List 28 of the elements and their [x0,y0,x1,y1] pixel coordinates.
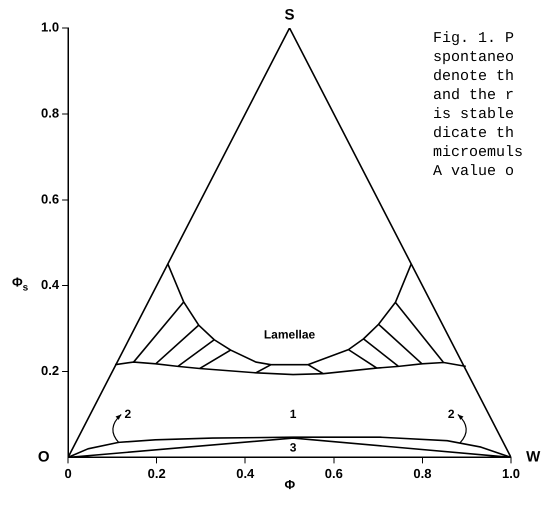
x-tick-label: 0.4 [236,466,256,481]
y-tick-label: 1.0 [40,20,60,35]
y-tick-label: 0.2 [40,363,60,378]
annotation: spontaneo [433,48,514,66]
x-tick-label: 1.0 [502,466,520,481]
text: S [284,6,295,24]
annotation: Lamellae [264,327,316,342]
annotation: dicate th [433,124,514,142]
y-tick-label: 0.8 [40,105,60,120]
text: O [38,448,50,466]
x-axis-title: Φ [284,476,296,492]
annotation: 3 [290,440,297,454]
x-tick-label: 0.2 [148,466,166,481]
y-tick-label: 0.4 [40,277,60,292]
text: W [526,448,542,466]
x-tick-label: 0 [64,466,72,481]
annotation: 2 [448,406,455,421]
x-tick-label: 0.8 [413,466,432,481]
annotation: and the r [433,86,514,104]
annotation: Fig. 1. P [433,30,514,47]
annotation: 1 [290,406,297,421]
annotation: 2 [124,406,132,421]
annotation: A value o [433,162,514,180]
annotation: denote th [433,68,514,85]
annotation: is stable [433,106,514,123]
y-tick-label: 0.6 [40,191,60,206]
annotation: microemuls [433,144,524,161]
x-tick-label: 0.6 [324,466,343,481]
